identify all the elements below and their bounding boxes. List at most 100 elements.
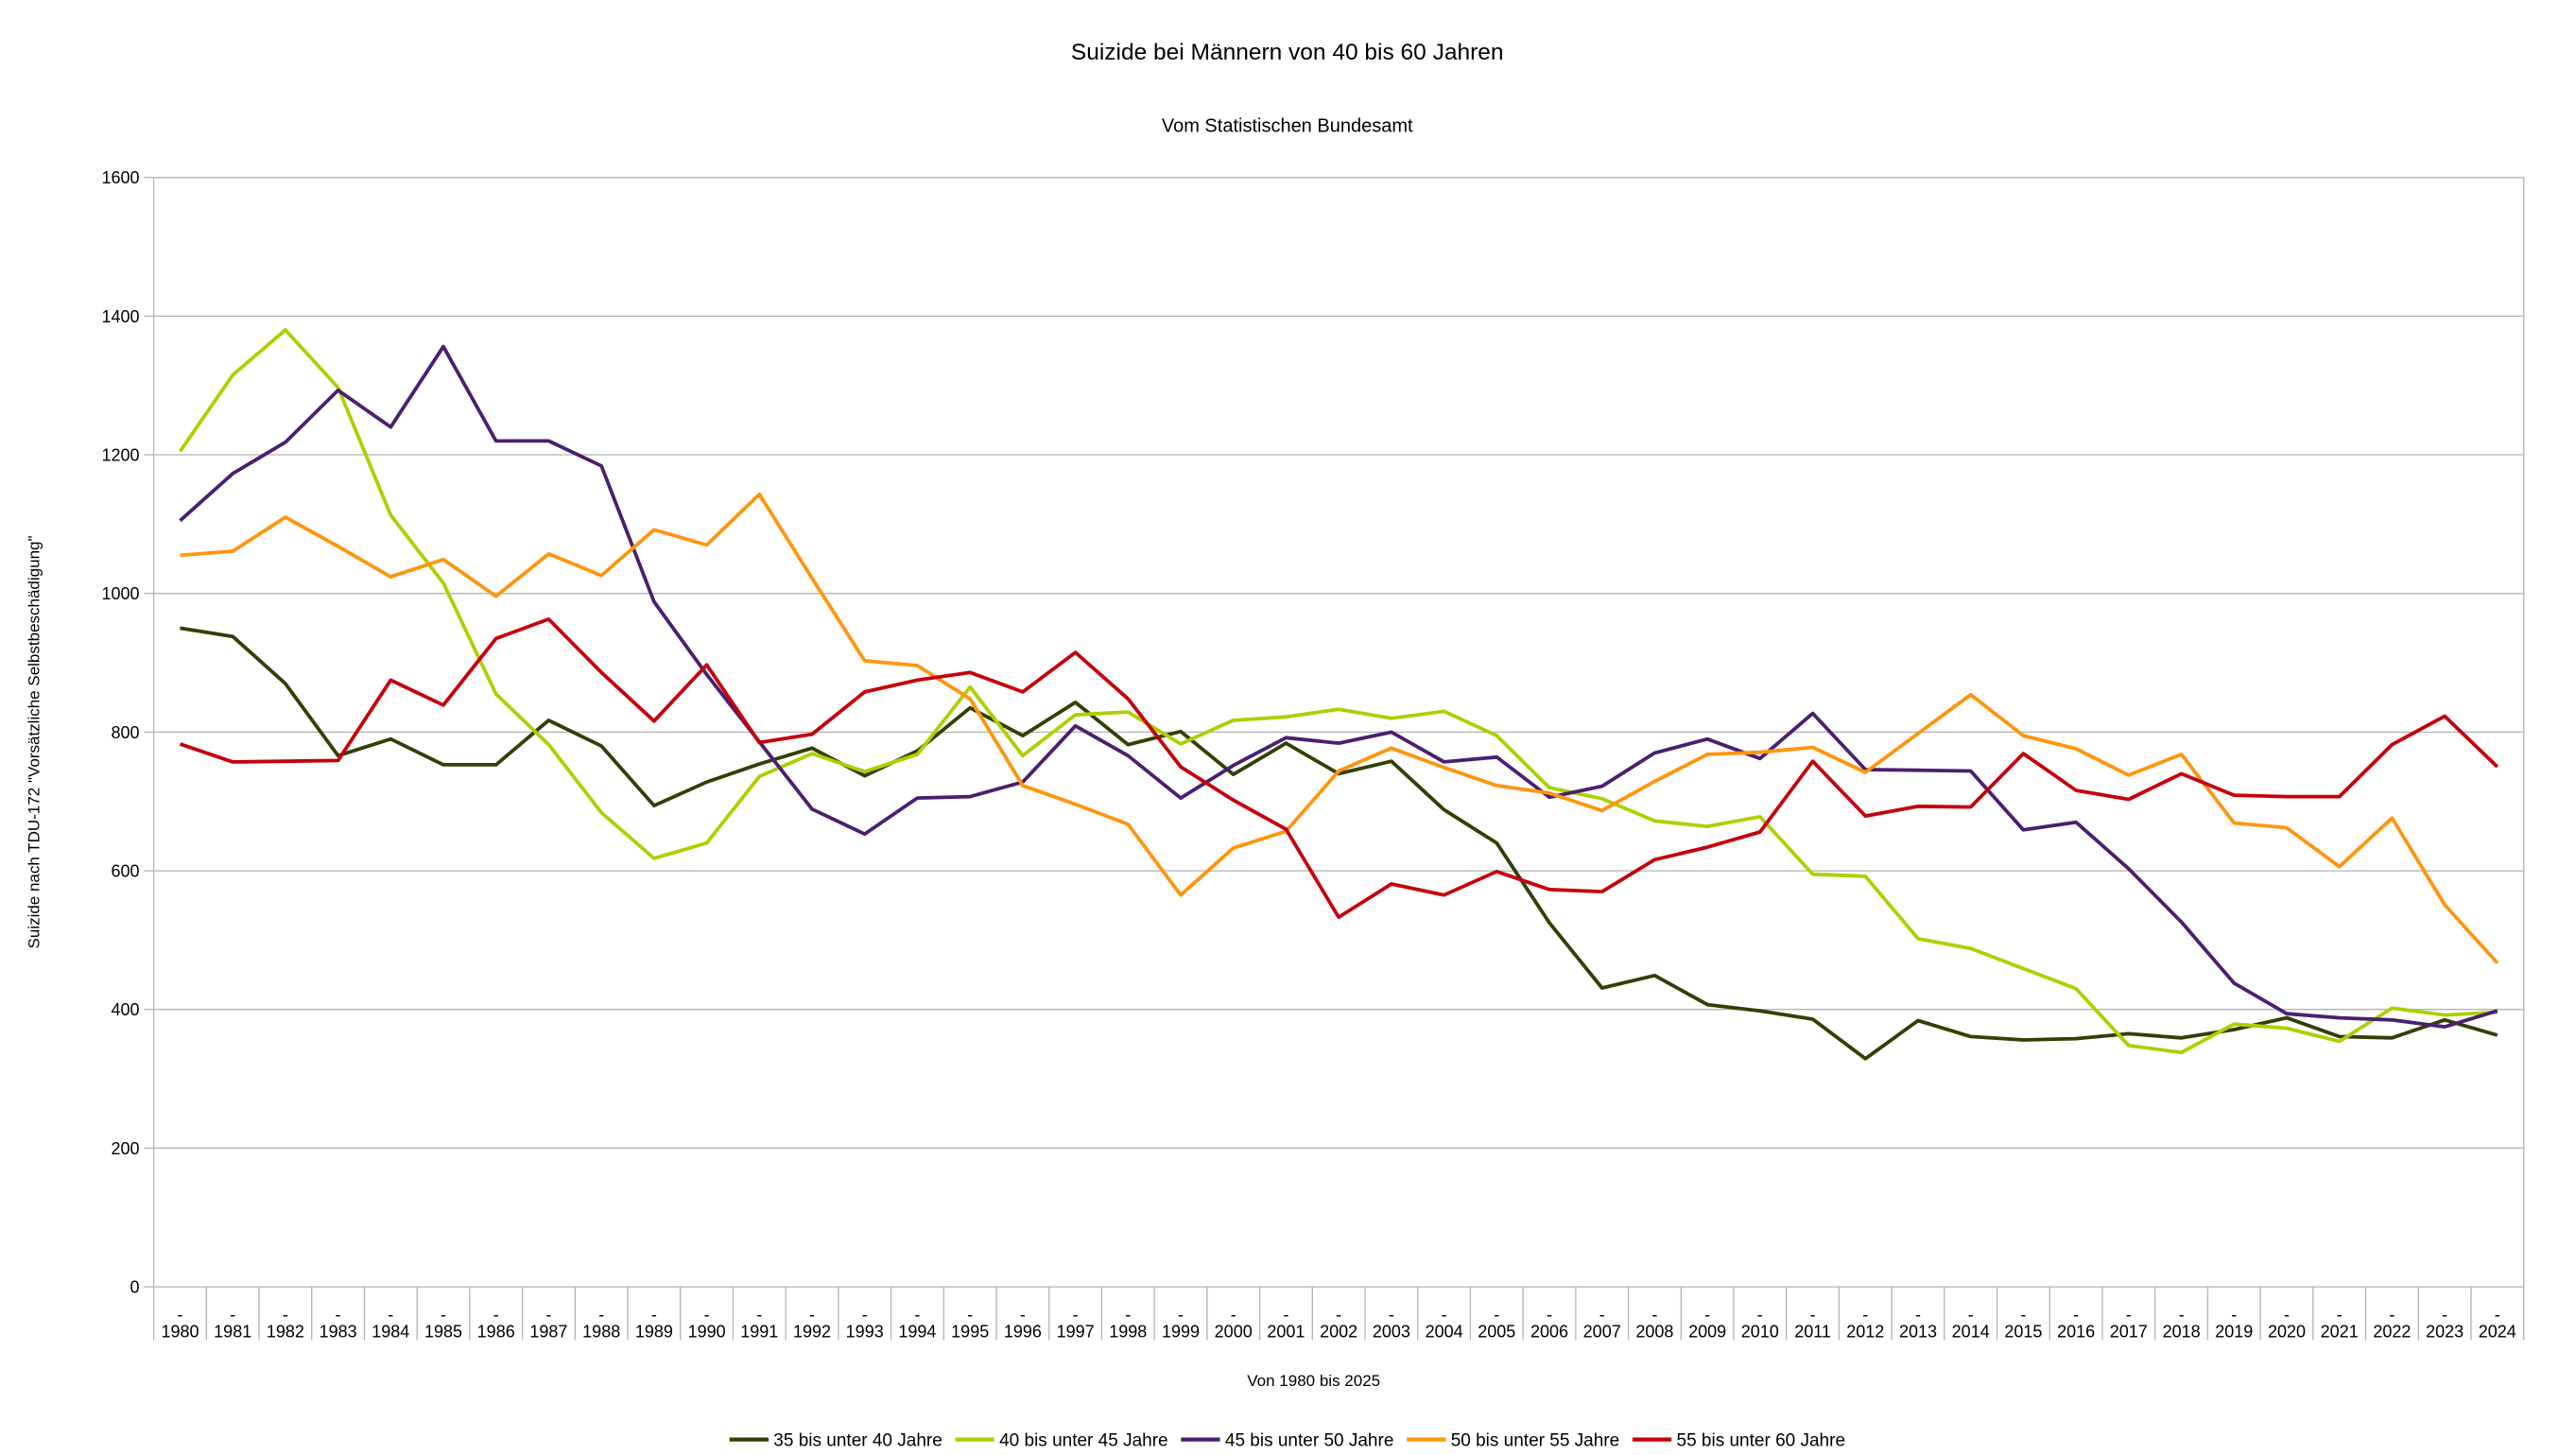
svg-text:-: - bbox=[598, 1306, 604, 1325]
svg-text:-: - bbox=[178, 1306, 183, 1325]
svg-text:-: - bbox=[1862, 1306, 1868, 1325]
svg-text:1986: 1986 bbox=[477, 1323, 515, 1342]
svg-text:2005: 2005 bbox=[1478, 1323, 1515, 1342]
svg-text:1991: 1991 bbox=[740, 1323, 778, 1342]
svg-text:1996: 1996 bbox=[1004, 1323, 1042, 1342]
svg-text:1989: 1989 bbox=[635, 1323, 673, 1342]
svg-text:-: - bbox=[2389, 1306, 2394, 1325]
svg-text:-: - bbox=[1757, 1306, 1763, 1325]
svg-text:2024: 2024 bbox=[2479, 1323, 2516, 1342]
svg-text:-: - bbox=[1547, 1306, 1552, 1325]
svg-text:55 bis unter 60 Jahre: 55 bis unter 60 Jahre bbox=[1677, 1430, 1846, 1450]
svg-text:1993: 1993 bbox=[846, 1323, 884, 1342]
svg-text:40 bis unter 45 Jahre: 40 bis unter 45 Jahre bbox=[999, 1430, 1168, 1450]
svg-text:Suizide bei Männern von 40 bis: Suizide bei Männern von 40 bis 60 Jahren bbox=[1071, 40, 1504, 65]
svg-text:2018: 2018 bbox=[2163, 1323, 2201, 1342]
svg-text:2017: 2017 bbox=[2110, 1323, 2148, 1342]
svg-text:1994: 1994 bbox=[898, 1323, 936, 1342]
svg-text:200: 200 bbox=[111, 1139, 139, 1158]
svg-text:1992: 1992 bbox=[793, 1323, 831, 1342]
svg-text:50 bis unter 55 Jahre: 50 bis unter 55 Jahre bbox=[1451, 1430, 1620, 1450]
svg-text:-: - bbox=[1968, 1306, 1974, 1325]
svg-text:1995: 1995 bbox=[951, 1323, 989, 1342]
svg-text:-: - bbox=[1494, 1306, 1499, 1325]
svg-text:-: - bbox=[2179, 1306, 2185, 1325]
svg-text:-: - bbox=[756, 1306, 762, 1325]
svg-text:-: - bbox=[1651, 1306, 1657, 1325]
svg-text:-: - bbox=[2126, 1306, 2132, 1325]
svg-text:-: - bbox=[1810, 1306, 1816, 1325]
svg-text:2008: 2008 bbox=[1635, 1323, 1673, 1342]
svg-text:1981: 1981 bbox=[214, 1323, 251, 1342]
svg-text:2009: 2009 bbox=[1688, 1323, 1726, 1342]
svg-text:-: - bbox=[1599, 1306, 1605, 1325]
svg-text:1999: 1999 bbox=[1162, 1323, 1200, 1342]
svg-text:1983: 1983 bbox=[320, 1323, 357, 1342]
svg-text:1200: 1200 bbox=[101, 445, 139, 464]
svg-text:-: - bbox=[1915, 1306, 1921, 1325]
svg-text:-: - bbox=[1704, 1306, 1710, 1325]
svg-text:2003: 2003 bbox=[1373, 1323, 1410, 1342]
svg-text:2015: 2015 bbox=[2004, 1323, 2042, 1342]
svg-text:2021: 2021 bbox=[2321, 1323, 2359, 1342]
svg-text:-: - bbox=[336, 1306, 341, 1325]
svg-text:-: - bbox=[2020, 1306, 2026, 1325]
svg-text:-: - bbox=[545, 1306, 551, 1325]
svg-text:-: - bbox=[704, 1306, 710, 1325]
svg-text:35 bis unter 40 Jahre: 35 bis unter 40 Jahre bbox=[773, 1430, 942, 1450]
svg-text:1600: 1600 bbox=[101, 168, 139, 187]
svg-text:2010: 2010 bbox=[1741, 1323, 1779, 1342]
svg-text:-: - bbox=[2284, 1306, 2290, 1325]
svg-text:1984: 1984 bbox=[372, 1323, 409, 1342]
svg-text:1987: 1987 bbox=[529, 1323, 567, 1342]
svg-text:-: - bbox=[2337, 1306, 2343, 1325]
svg-text:-: - bbox=[862, 1306, 868, 1325]
svg-text:-: - bbox=[2231, 1306, 2237, 1325]
svg-text:2007: 2007 bbox=[1583, 1323, 1621, 1342]
svg-text:-: - bbox=[1283, 1306, 1288, 1325]
svg-text:2001: 2001 bbox=[1267, 1323, 1305, 1342]
svg-text:-: - bbox=[1020, 1306, 1026, 1325]
svg-text:Suizide nach TDU-172 "Vorsätzl: Suizide nach TDU-172 "Vorsätzliche Selbs… bbox=[26, 535, 43, 948]
svg-text:-: - bbox=[1073, 1306, 1079, 1325]
svg-text:-: - bbox=[388, 1306, 393, 1325]
svg-text:1980: 1980 bbox=[161, 1323, 199, 1342]
svg-text:2020: 2020 bbox=[2268, 1323, 2306, 1342]
svg-text:2011: 2011 bbox=[1794, 1323, 1831, 1342]
svg-text:-: - bbox=[283, 1306, 288, 1325]
svg-text:800: 800 bbox=[111, 723, 139, 742]
svg-text:2023: 2023 bbox=[2426, 1323, 2464, 1342]
svg-text:-: - bbox=[1231, 1306, 1236, 1325]
svg-text:2016: 2016 bbox=[2057, 1323, 2095, 1342]
svg-text:-: - bbox=[441, 1306, 446, 1325]
svg-text:1400: 1400 bbox=[101, 307, 139, 326]
svg-text:-: - bbox=[1336, 1306, 1341, 1325]
svg-text:-: - bbox=[493, 1306, 499, 1325]
svg-text:600: 600 bbox=[111, 862, 139, 881]
svg-text:-: - bbox=[1442, 1306, 1447, 1325]
svg-text:-: - bbox=[230, 1306, 235, 1325]
svg-text:2022: 2022 bbox=[2373, 1323, 2411, 1342]
svg-text:0: 0 bbox=[130, 1278, 139, 1297]
svg-text:-: - bbox=[651, 1306, 657, 1325]
svg-text:Von 1980 bis 2025: Von 1980 bis 2025 bbox=[1247, 1372, 1380, 1390]
svg-text:-: - bbox=[1125, 1306, 1131, 1325]
svg-text:1988: 1988 bbox=[582, 1323, 620, 1342]
svg-text:2002: 2002 bbox=[1320, 1323, 1357, 1342]
svg-text:2006: 2006 bbox=[1530, 1323, 1568, 1342]
svg-text:2014: 2014 bbox=[1952, 1323, 1990, 1342]
svg-text:Vom Statistischen Bundesamt: Vom Statistischen Bundesamt bbox=[1162, 116, 1413, 137]
svg-text:400: 400 bbox=[111, 1000, 139, 1019]
svg-text:-: - bbox=[967, 1306, 973, 1325]
svg-text:2013: 2013 bbox=[1899, 1323, 1937, 1342]
svg-text:1982: 1982 bbox=[267, 1323, 304, 1342]
svg-text:-: - bbox=[1389, 1306, 1394, 1325]
svg-text:-: - bbox=[1178, 1306, 1184, 1325]
svg-text:-: - bbox=[914, 1306, 920, 1325]
svg-text:1998: 1998 bbox=[1109, 1323, 1147, 1342]
svg-text:2000: 2000 bbox=[1215, 1323, 1253, 1342]
svg-text:2012: 2012 bbox=[1846, 1323, 1884, 1342]
svg-text:1997: 1997 bbox=[1057, 1323, 1095, 1342]
svg-text:-: - bbox=[2073, 1306, 2079, 1325]
svg-text:1990: 1990 bbox=[688, 1323, 726, 1342]
